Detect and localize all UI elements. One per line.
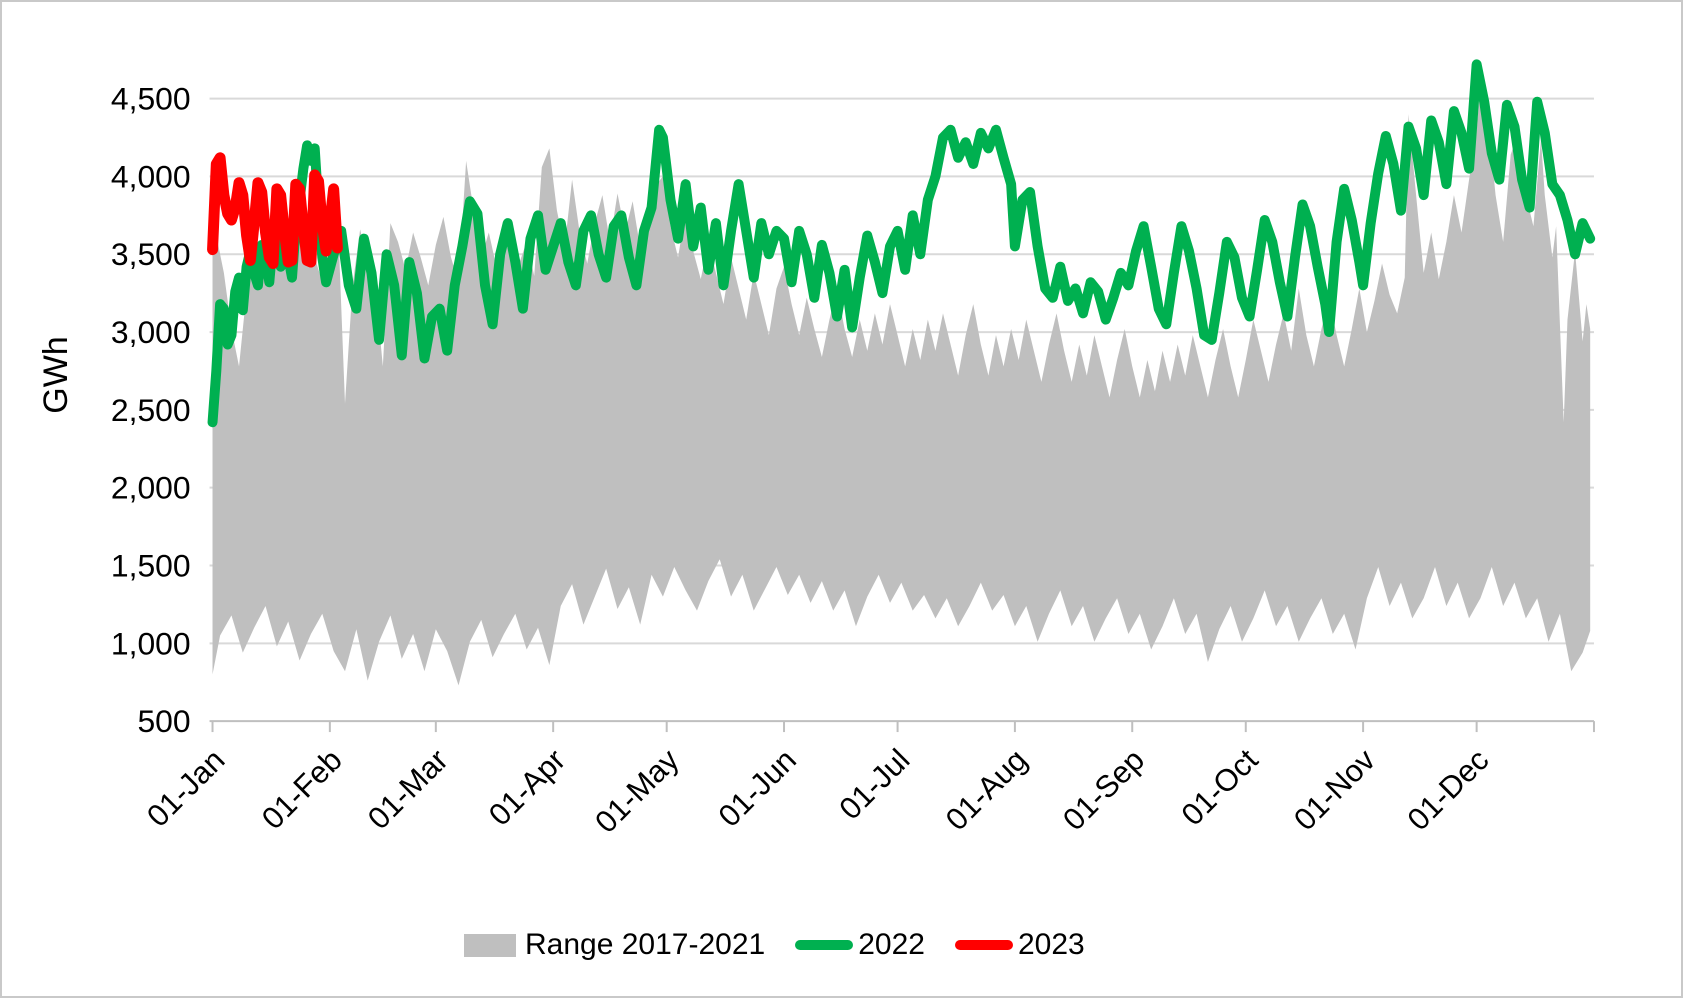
- legend-swatch-range-area: [464, 933, 516, 957]
- legend-label-2023: 2023: [1017, 928, 1085, 961]
- x-tick-label: 01-Oct: [1174, 742, 1265, 833]
- legend-label-range: Range 2017-2021: [525, 928, 766, 961]
- x-tick-label: 01-May: [588, 742, 686, 840]
- x-tick-label: 01-Sep: [1056, 742, 1151, 837]
- y-tick-label: 3,000: [111, 314, 191, 350]
- x-tick-label: 01-Jun: [711, 742, 802, 833]
- legend-swatch-2022-line: [795, 940, 854, 950]
- range-band-area: [212, 83, 1591, 686]
- legend: Range 2017-2021 2022 2023: [464, 920, 1085, 970]
- x-tick-label: 01-Feb: [255, 742, 349, 836]
- series-2023-line: [207, 152, 343, 270]
- x-tick-label: 01-Nov: [1287, 742, 1382, 837]
- y-tick-label: 2,000: [111, 470, 191, 506]
- legend-label-2022: 2022: [858, 928, 925, 961]
- y-tick-label: 1,000: [111, 625, 191, 661]
- x-tick-label: 01-Apr: [482, 742, 572, 832]
- y-tick-label: 4,500: [111, 81, 191, 117]
- x-tick-label: 01-Aug: [939, 742, 1034, 837]
- x-tick-label: 01-Jan: [140, 742, 231, 833]
- y-axis-title: GWh: [36, 336, 75, 414]
- x-tick-label: 01-Dec: [1400, 742, 1495, 837]
- series-2022-line: [207, 59, 1596, 428]
- y-tick-label: 1,500: [111, 547, 191, 583]
- y-tick-label: 3,500: [111, 236, 191, 272]
- x-tick-label: 01-Mar: [361, 742, 455, 836]
- legend-swatch-2023-line: [954, 940, 1013, 950]
- y-tick-label: 500: [137, 703, 190, 739]
- y-tick-label: 4,000: [111, 158, 191, 194]
- y-tick-label: 2,500: [111, 392, 191, 428]
- x-tick-label: 01-Jul: [832, 742, 916, 826]
